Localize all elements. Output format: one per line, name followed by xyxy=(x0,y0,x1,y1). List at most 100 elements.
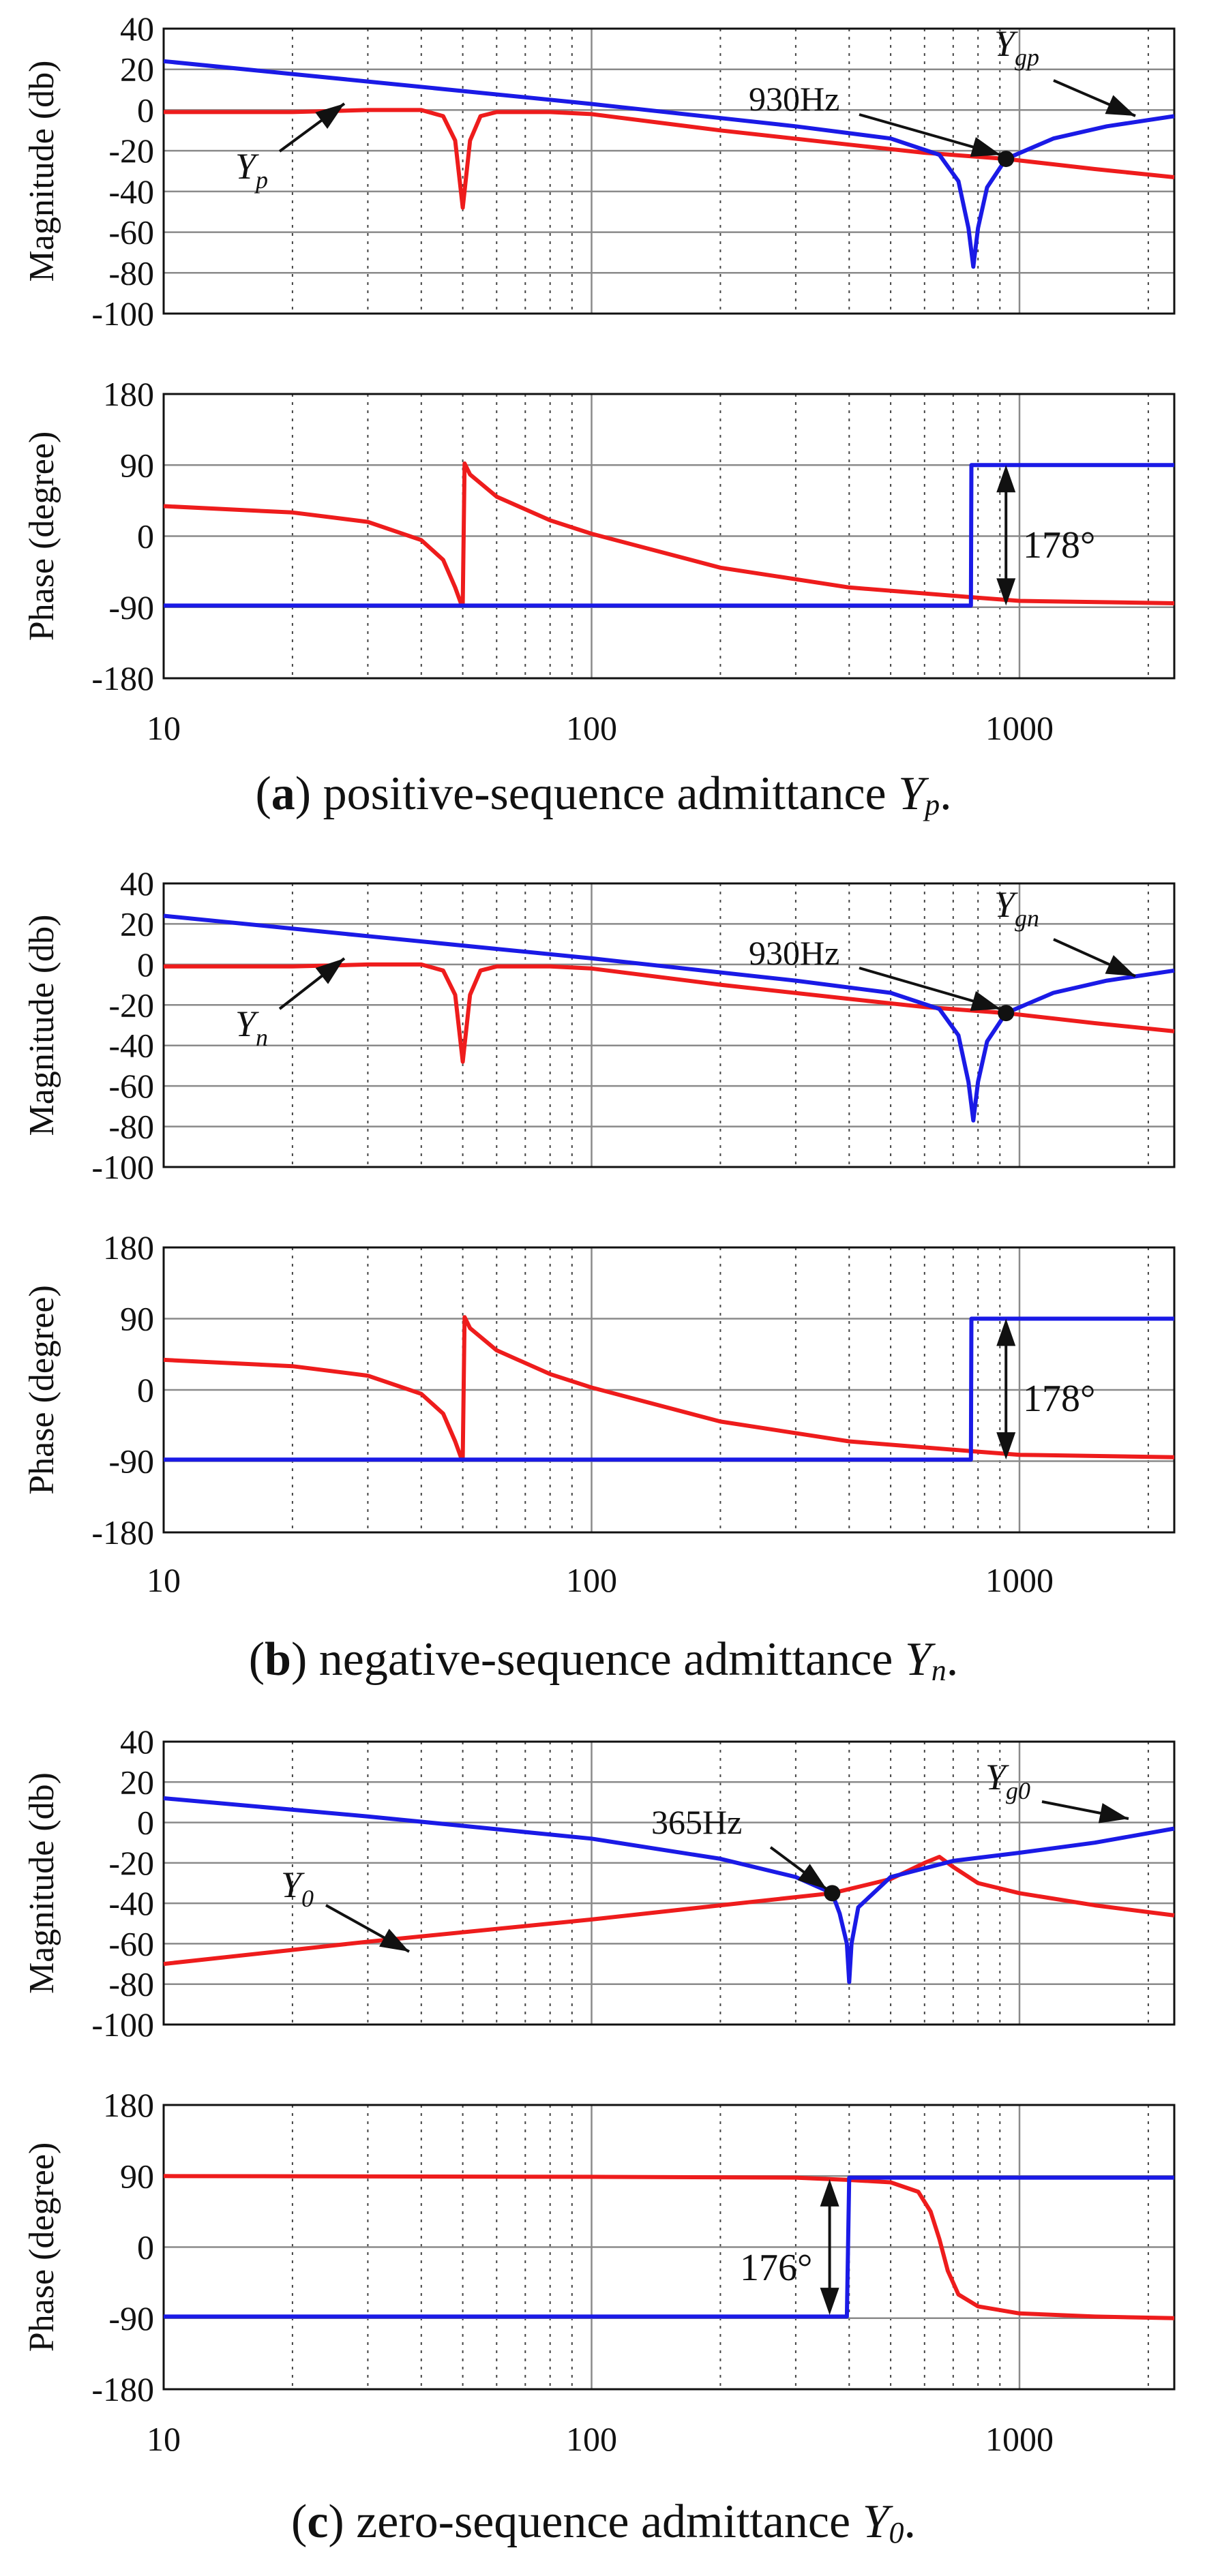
panel-b-freq-arrow-head xyxy=(970,991,1001,1011)
panel-b-red-series-label: Yn xyxy=(235,1003,268,1051)
panel-b-phase-series-Yn xyxy=(163,1315,1175,1459)
panel-c-phase-diff-label: 176° xyxy=(740,2247,812,2289)
caption-b-letter: b xyxy=(265,1633,291,1686)
panel-b-mag-series-Ygn xyxy=(163,913,1175,1123)
caption-b-sub: n xyxy=(931,1654,947,1687)
panel-a-ph-ytick-label: 0 xyxy=(137,517,154,556)
panel-a-phase-series-Ygp xyxy=(164,463,1174,608)
panel-c-mag-ytick-label: 40 xyxy=(120,1723,154,1761)
panel-b-phase-plot: 180 90 0 -90 -180 Phase (degree) 178° xyxy=(23,1228,1176,1551)
panel-c-mag-ytick-label: -100 xyxy=(91,2005,154,2044)
panel-a-mag-ytick-label: -100 xyxy=(91,294,154,333)
panel-b-red-label-arrow-head xyxy=(315,958,344,984)
panel-c-ph-ytick-label: -90 xyxy=(108,2299,154,2337)
panel-a-ph-ytick-label: -180 xyxy=(91,659,154,697)
panel-a-red-label-arrow-head xyxy=(315,104,344,129)
panel-b-phase-diff-head-top xyxy=(996,1318,1016,1346)
panel-a-mag-ytick-label: -20 xyxy=(108,132,154,170)
panel-b-xtick-label: 10 xyxy=(147,1561,181,1599)
panel-b-xtick-label: 1000 xyxy=(985,1561,1054,1599)
panel-c-mag-ytick-label: -40 xyxy=(108,1884,154,1922)
panel-b-ph-ytick-label: -90 xyxy=(108,1442,154,1481)
panel-b-mag-ytick-label: -80 xyxy=(108,1108,154,1146)
panel-c-xtick-label: 100 xyxy=(566,2420,617,2458)
panel-a-mag-ytick-label: -40 xyxy=(108,172,154,211)
panel-c-mag-frame xyxy=(162,1740,1176,2026)
panel-a-mag-ylabel: Magnitude (db) xyxy=(23,61,61,282)
panel-b-mag-ytick-label: 20 xyxy=(120,905,154,943)
panel-a-ph-ytick-label: -90 xyxy=(108,588,154,626)
panel-a-phase-diff-head-bottom xyxy=(996,578,1016,606)
panel-a-freq-label: 930Hz xyxy=(749,80,839,118)
panel-b-freq-label: 930Hz xyxy=(749,934,839,972)
panel-c-phase-plot: 180 90 0 -90 -180 Phase (degree) 176° xyxy=(23,2086,1176,2408)
caption-a-symbol: Y xyxy=(898,768,925,820)
panel-c-phase-diff-head-bottom xyxy=(820,2288,839,2316)
caption-c-text: zero-sequence admittance xyxy=(356,2496,863,2548)
panel-b-phase-diff-head-bottom xyxy=(996,1432,1016,1460)
caption-b-text: negative-sequence admittance xyxy=(318,1633,905,1686)
panel-a-blue-label-arrow-head xyxy=(1105,95,1135,116)
panel-b-crossing-point xyxy=(998,1005,1015,1022)
panel-b-xtick-label: 100 xyxy=(566,1561,617,1599)
panel-c-blue-series-label: Yg0 xyxy=(985,1757,1030,1804)
panel-c-red-series-label: Y0 xyxy=(281,1864,314,1912)
panel-a-crossing-point xyxy=(998,151,1015,168)
panel-a-ph-ytick-label: 180 xyxy=(103,375,154,413)
panel-a-phase-diff-label: 178° xyxy=(1023,524,1095,566)
panel-a-phase-diff-head-top xyxy=(996,465,1016,493)
panel-b-ph-ytick-label: 90 xyxy=(120,1300,154,1338)
panel-b-mag-ytick-label: 40 xyxy=(120,864,154,903)
caption-a-text: positive-sequence admittance xyxy=(323,768,899,820)
panel-c-ph-ytick-label: -180 xyxy=(91,2370,154,2408)
panel-c-mag-ylabel: Magnitude (db) xyxy=(23,1772,61,1994)
panel-a-xtick-label: 10 xyxy=(147,709,181,747)
panel-c-mag-ytick-label: -80 xyxy=(108,1965,154,2003)
panel-b-ph-ytick-label: 180 xyxy=(103,1228,154,1267)
panel-c-mag-series-Y0 xyxy=(163,1855,1175,1967)
panel-a-mag-ytick-label: -60 xyxy=(108,213,154,252)
panel-b-phase-series-Ygn xyxy=(164,1316,1174,1462)
caption-c-sub: 0 xyxy=(889,2516,904,2549)
panel-c-mag-ytick-label: 20 xyxy=(120,1763,154,1801)
panel-b-blue-label-arrow-head xyxy=(1105,955,1135,976)
panel-c-crossing-point xyxy=(824,1885,841,1902)
panel-b-mag-ytick-label: -40 xyxy=(108,1027,154,1065)
caption-c: (c) zero-sequence admittance Y0. xyxy=(291,2496,916,2549)
caption-b-symbol: Y xyxy=(904,1633,932,1686)
panel-b-mag-ytick-label: -60 xyxy=(108,1067,154,1105)
panel-c-phase-series-Y0 xyxy=(163,2174,1175,2320)
panel-b-blue-series-label: Ygn xyxy=(994,884,1039,932)
panel-b-mag-ytick-label: 0 xyxy=(137,945,154,984)
panel-c-xtick-label: 1000 xyxy=(985,2420,1054,2458)
panel-c-ph-ytick-label: 90 xyxy=(120,2157,154,2195)
panel-b-ph-ytick-label: -180 xyxy=(91,1513,154,1551)
panel-c-freq-label: 365Hz xyxy=(651,1803,742,1841)
panel-c-ph-ytick-label: 0 xyxy=(137,2228,154,2267)
panel-a-ph-ylabel: Phase (degree) xyxy=(23,431,61,641)
panel-a-ph-ytick-label: 90 xyxy=(120,446,154,484)
panel-c-blue-label-arrow-head xyxy=(1098,1803,1129,1823)
caption-a: (a) positive-sequence admittance Yp. xyxy=(255,768,952,821)
panel-a-phase-series-Yp xyxy=(163,461,1175,605)
panel-a-mag-ytick-label: 0 xyxy=(137,91,154,129)
panel-a-mag-ytick-label: 40 xyxy=(120,10,154,48)
panel-b-mag-ytick-label: -100 xyxy=(91,1148,154,1186)
panel-b-mag-frame xyxy=(162,882,1176,1168)
panel-a-freq-arrow-head xyxy=(970,137,1001,157)
panel-c-ph-ylabel: Phase (degree) xyxy=(23,2142,61,2352)
panel-a-xtick-label: 100 xyxy=(566,709,617,747)
panel-b-ph-frame xyxy=(162,1246,1176,1534)
panel-b-mag-ytick-label: -20 xyxy=(108,986,154,1024)
panel-a-red-series-label: Yp xyxy=(235,146,268,194)
caption-b: (b) negative-sequence admittance Yn. xyxy=(248,1633,959,1687)
panel-c-xtick-label: 10 xyxy=(147,2420,181,2458)
panel-c-phase-series-Yg0 xyxy=(164,2175,1174,2319)
